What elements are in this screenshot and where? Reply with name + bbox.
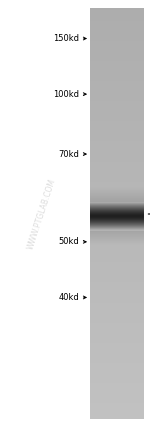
Text: WWW.PTGLAB.COM: WWW.PTGLAB.COM <box>26 178 58 250</box>
Text: 50kd: 50kd <box>59 237 80 247</box>
Text: 40kd: 40kd <box>59 293 80 302</box>
Text: 150kd: 150kd <box>54 34 80 43</box>
Text: 100kd: 100kd <box>54 89 80 99</box>
Text: 70kd: 70kd <box>59 149 80 159</box>
